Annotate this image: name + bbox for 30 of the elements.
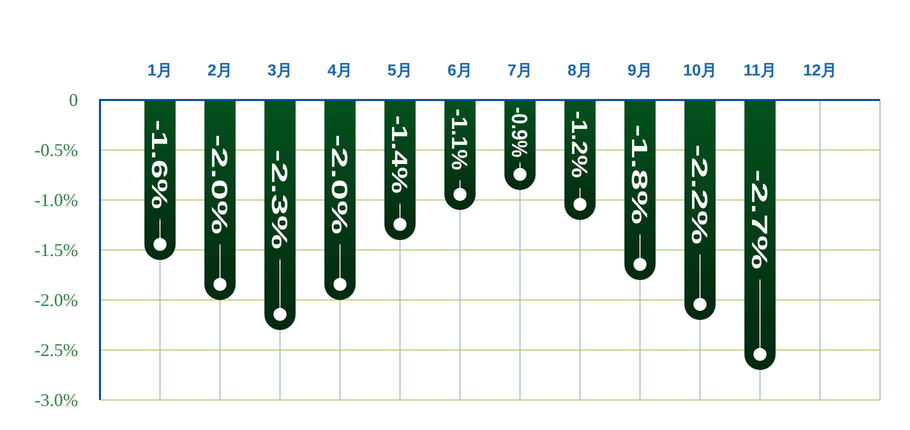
y-tick-label: -1.5%	[34, 240, 78, 260]
y-tick-label: -0.5%	[34, 140, 78, 160]
data-label: -2.7%	[747, 169, 772, 270]
y-tick-label: -2.5%	[34, 340, 78, 360]
data-label: -2.0%	[327, 134, 352, 234]
data-label: -2.2%	[687, 144, 712, 244]
x-tick-label: 2月	[208, 62, 232, 80]
y-tick-label: 0	[69, 90, 78, 110]
x-tick-label: 12月	[803, 62, 837, 80]
y-tick-label: -2.0%	[34, 290, 78, 310]
data-label: -1.8%	[627, 124, 652, 224]
data-label: -1.6%	[146, 120, 172, 210]
x-tick-label: 6月	[448, 62, 472, 80]
y-tick-label: -3.0%	[34, 390, 78, 410]
data-label: -2.3%	[267, 149, 292, 250]
data-label: -1.2%	[566, 110, 592, 178]
x-tick-label: 10月	[683, 62, 717, 80]
x-tick-label: 3月	[268, 62, 292, 80]
x-tick-label: 7月	[508, 62, 532, 80]
x-tick-label: 1月	[148, 62, 172, 80]
data-label: -2.0%	[207, 134, 232, 234]
data-label: -1.1%	[447, 108, 472, 170]
y-tick-label: -1.0%	[34, 190, 78, 210]
x-tick-label: 9月	[628, 62, 652, 80]
x-tick-label: 11月	[744, 62, 776, 80]
x-tick-label: 8月	[568, 62, 592, 80]
data-label: -0.9%	[506, 107, 532, 158]
x-tick-label: 4月	[328, 62, 352, 80]
x-tick-label: 5月	[388, 62, 412, 80]
data-label: -1.4%	[387, 115, 412, 194]
